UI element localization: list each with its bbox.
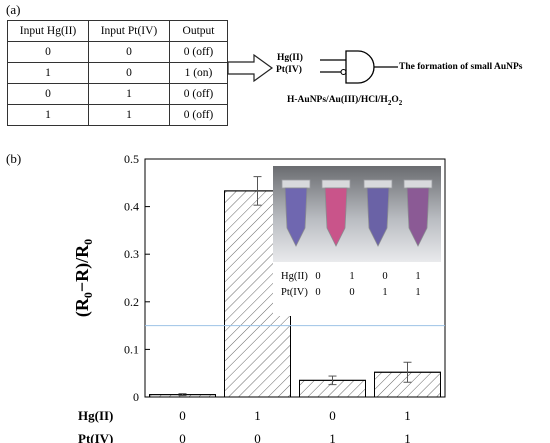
gate-system-label: H-AuNPs/Au(III)/HCl/H2O2 [287,95,402,107]
inset-hg-value: 0 [315,271,320,282]
inset-pt-value: 1 [415,287,420,298]
bar-chart: 00.10.20.30.40.5(R0−R)/R0Hg(II)Pt(IV)001… [72,152,446,443]
truth-table: Input Hg(II) Input Pt(IV) Output 0 0 0 (… [7,20,228,126]
cell-hg: 1 [7,104,89,126]
tube-cap [281,179,311,189]
cell-hg: 1 [7,62,89,84]
tube-cap [363,179,393,189]
y-axis-label-part: (R [72,297,93,317]
cell-output: 1 (on) [169,62,228,84]
sample-tube [284,187,308,247]
y-tick-label: 0.1 [124,342,139,356]
y-tick-label: 0.3 [124,247,139,261]
inset-hg-value: 1 [415,271,420,282]
y-tick-label: 0 [133,390,139,404]
pt-condition-value: 0 [179,431,186,443]
inset-caption-bg [273,262,441,316]
sample-tube [324,187,348,247]
tube-cap [403,179,433,189]
pt-condition-value: 1 [404,431,411,443]
table-row: 1 1 0 (off) [7,104,228,126]
cell-output: 0 (off) [169,41,228,63]
gate-system-o: O [391,95,399,105]
row-label-hg: Hg(II) [78,408,113,423]
inset-pt-label: Pt(IV) [281,287,308,298]
hg-condition-value: 0 [329,408,336,423]
pt-condition-value: 1 [329,431,336,443]
y-tick-label: 0.2 [124,295,139,309]
inset-pt-value: 1 [382,287,387,298]
cell-pt: 1 [88,83,170,105]
pt-condition-value: 0 [254,431,261,443]
cell-pt: 0 [88,62,170,84]
header-output: Output [169,20,228,42]
inset-pt-value: 0 [349,287,354,298]
gate-output-label: The formation of small AuNPs [399,62,523,72]
plot-frame [144,158,446,398]
cell-hg: 0 [7,41,89,63]
cell-pt: 0 [88,41,170,63]
table-row: 0 1 0 (off) [7,83,228,105]
gate-system-text: H-AuNPs/Au(III)/HCl/H [287,95,388,105]
sample-tube [366,187,390,247]
y-axis-label-subscript: 0 [81,292,95,298]
inset-hg-value: 1 [349,271,354,282]
truth-table-header: Input Hg(II) Input Pt(IV) Output [7,20,228,42]
panel-b-label: (b) [6,151,22,166]
right-arrow-icon [227,53,274,83]
cell-output: 0 (off) [169,83,228,105]
gate-system-sub: 2 [387,98,392,107]
cell-hg: 0 [7,83,89,105]
y-axis-label: (R0−R)/R0 [72,239,95,317]
sample-tube [406,187,430,247]
gate-input-hg: Hg(II) [277,53,303,63]
table-row: 1 0 1 (on) [7,62,228,84]
gate-system-sub2: 2 [398,98,403,107]
cell-pt: 1 [88,104,170,126]
table-row: 0 0 0 (off) [7,41,228,63]
header-input-hg: Input Hg(II) [7,20,89,42]
y-axis-label-subscript: 0 [81,239,95,245]
header-input-pt: Input Pt(IV) [88,20,170,42]
tube-cap [321,179,351,189]
gate-input-pt: Pt(IV) [276,65,302,75]
hg-condition-value: 0 [179,408,186,423]
y-tick-label: 0.4 [124,200,139,214]
hg-condition-value: 1 [404,408,411,423]
inset-pt-value: 0 [315,287,320,298]
hg-condition-value: 1 [254,408,261,423]
y-axis-label-part: −R)/R [72,244,93,292]
row-label-pt: Pt(IV) [78,431,113,443]
inset-hg-value: 0 [382,271,387,282]
cell-output: 0 (off) [169,104,228,126]
y-tick-label: 0.5 [124,152,139,166]
logic-gate-diagram [320,50,398,84]
inset-hg-label: Hg(II) [281,271,308,282]
panel-a-label: (a) [6,2,21,17]
